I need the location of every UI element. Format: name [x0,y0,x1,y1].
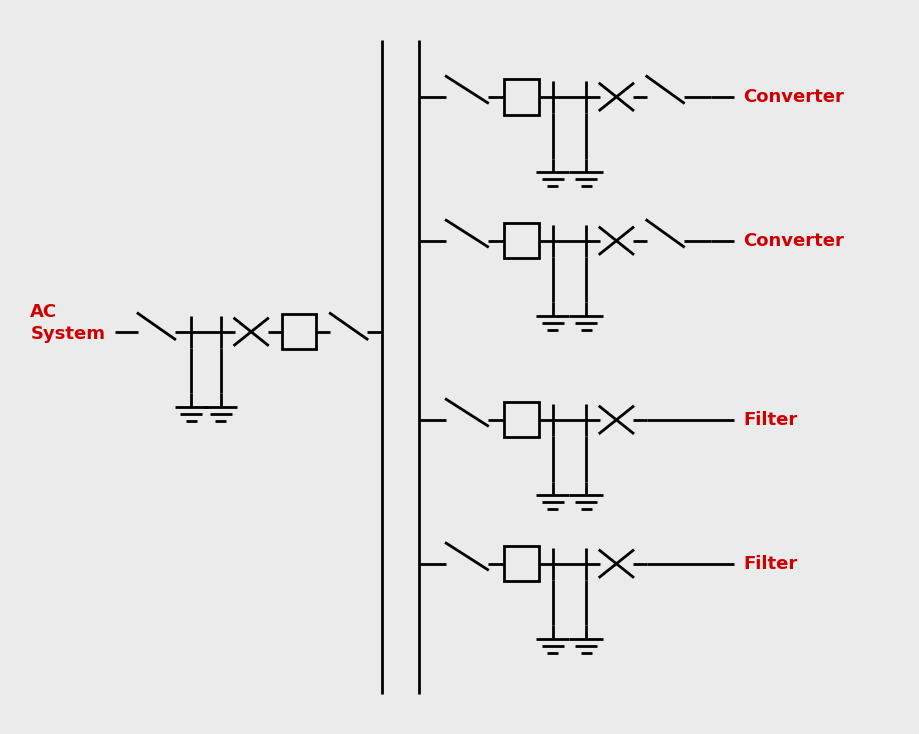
Bar [504,79,539,115]
Bar [504,402,539,437]
Text: Converter: Converter [743,232,844,250]
Bar [504,546,539,581]
Text: AC
System: AC System [30,303,106,343]
Text: Filter: Filter [743,411,797,429]
Text: Filter: Filter [743,555,797,573]
Text: Converter: Converter [743,88,844,106]
Bar [504,223,539,258]
Bar [281,314,316,349]
